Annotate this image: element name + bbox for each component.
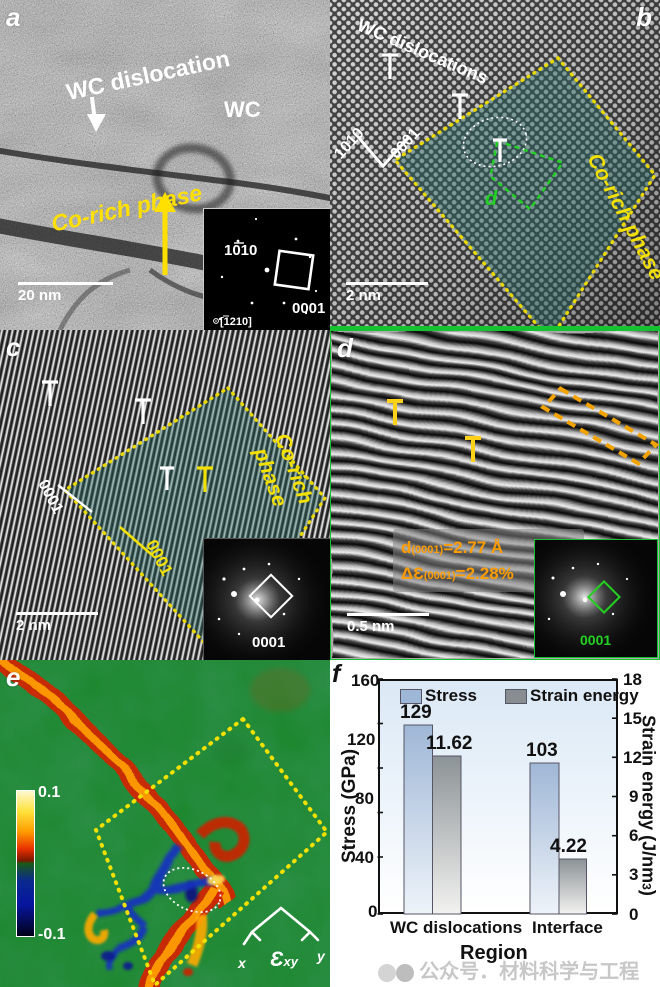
svg-text:0001: 0001 [252,634,285,651]
svg-text:0001: 0001 [580,632,611,648]
